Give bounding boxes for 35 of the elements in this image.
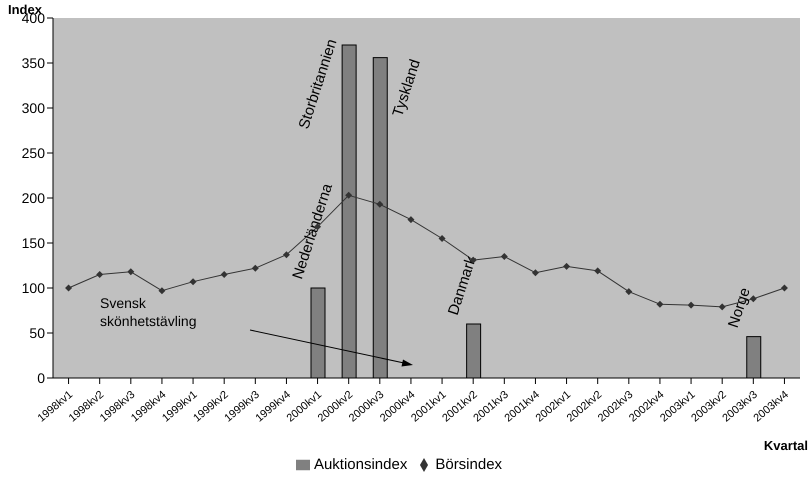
point xyxy=(563,262,570,270)
point xyxy=(532,269,539,276)
y-tick-label: 50 xyxy=(29,324,46,341)
point xyxy=(407,216,414,224)
annotation: Norge xyxy=(724,286,754,330)
point xyxy=(750,295,757,302)
point xyxy=(500,253,508,260)
point xyxy=(252,264,259,272)
point xyxy=(220,271,228,278)
y-tick-label: 350 xyxy=(22,54,46,71)
y-tick-label: 150 xyxy=(22,234,46,251)
y-tick-label: 100 xyxy=(22,280,46,296)
point xyxy=(282,251,290,258)
point xyxy=(190,278,197,286)
legend-label: Auktionsindex xyxy=(314,456,408,473)
point xyxy=(96,271,104,278)
legend-label: Börsindex xyxy=(435,456,502,473)
point xyxy=(688,302,695,309)
y-tick-label: 250 xyxy=(22,144,46,161)
point xyxy=(594,267,602,274)
x-axis-title: Kvartal xyxy=(764,438,808,453)
point xyxy=(656,300,664,308)
point xyxy=(376,200,384,208)
point xyxy=(158,287,166,294)
point xyxy=(438,235,446,242)
point xyxy=(345,192,352,199)
point xyxy=(127,268,134,276)
point xyxy=(780,284,788,292)
point xyxy=(65,284,72,292)
y-tick-label: 0 xyxy=(37,370,46,386)
y-tick-label: 300 xyxy=(22,100,46,116)
y-tick-label: 200 xyxy=(22,190,46,206)
annotation: Svensk skönhetstävling xyxy=(100,295,197,329)
point xyxy=(718,303,726,310)
point xyxy=(625,288,632,296)
